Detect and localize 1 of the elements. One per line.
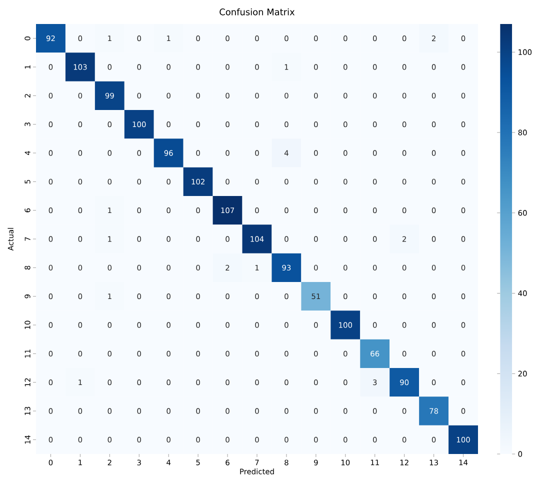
- chart-title: Confusion Matrix: [220, 8, 295, 16]
